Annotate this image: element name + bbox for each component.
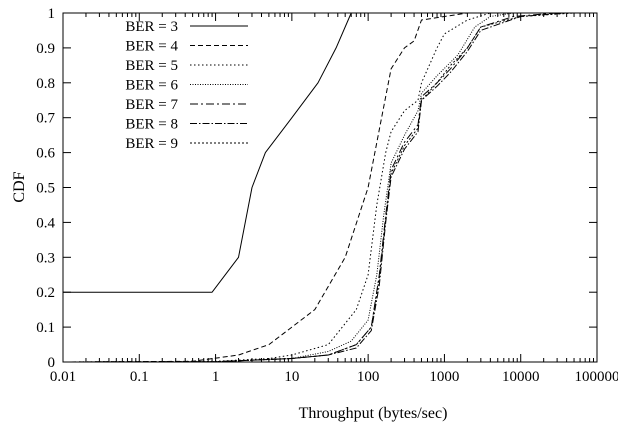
x-tick-label: 10000 xyxy=(502,369,540,385)
x-tick-label: 1 xyxy=(212,369,220,385)
y-tick-label: 0 xyxy=(48,355,56,371)
x-tick-label: 10 xyxy=(284,369,299,385)
x-tick-label: 0.01 xyxy=(50,369,76,385)
legend-label: BER = 9 xyxy=(125,136,178,152)
legend-label: BER = 5 xyxy=(125,58,178,74)
y-tick-label: 1 xyxy=(48,6,56,22)
y-tick-label: 0.6 xyxy=(36,146,55,162)
x-tick-label: 100 xyxy=(357,369,380,385)
legend-label: BER = 3 xyxy=(125,19,178,35)
x-tick-label: 100000 xyxy=(575,369,618,385)
series-line-ber-7 xyxy=(62,12,597,363)
series-line-ber-9 xyxy=(62,12,597,363)
y-tick-label: 0.7 xyxy=(36,111,55,127)
y-tick-label: 0.5 xyxy=(36,181,55,197)
legend-label: BER = 4 xyxy=(125,39,178,55)
series-line-ber-3 xyxy=(63,12,597,293)
y-tick-label: 0.4 xyxy=(36,215,55,231)
y-tick-label: 0.3 xyxy=(36,250,55,266)
y-tick-label: 0.2 xyxy=(36,285,55,301)
y-tick-label: 0.8 xyxy=(36,76,55,92)
plot-frame xyxy=(62,12,598,363)
series-line-ber-4 xyxy=(62,12,597,363)
y-tick-label: 0.1 xyxy=(36,320,55,336)
legend-label: BER = 8 xyxy=(125,117,178,133)
y-axis-label: CDF xyxy=(11,171,28,202)
series-line-ber-5 xyxy=(62,12,597,363)
legend-label: BER = 7 xyxy=(125,97,178,113)
x-tick-label: 1000 xyxy=(429,369,459,385)
legend: BER = 3 BER = 4 BER = 5 BER = 6 BER = 7 BER =… xyxy=(125,19,248,152)
x-tick-label: 0.1 xyxy=(130,369,149,385)
y-tick-label: 0.9 xyxy=(36,41,55,57)
x-axis-label: Throughput (bytes/sec) xyxy=(299,405,448,422)
tick-labels: 0.01 0.1 1 10 100 1000 10000 100000 0 0.1 0.2 0.3 0.… xyxy=(36,6,618,385)
series-lines xyxy=(62,12,597,363)
legend-label: BER = 6 xyxy=(125,78,178,94)
